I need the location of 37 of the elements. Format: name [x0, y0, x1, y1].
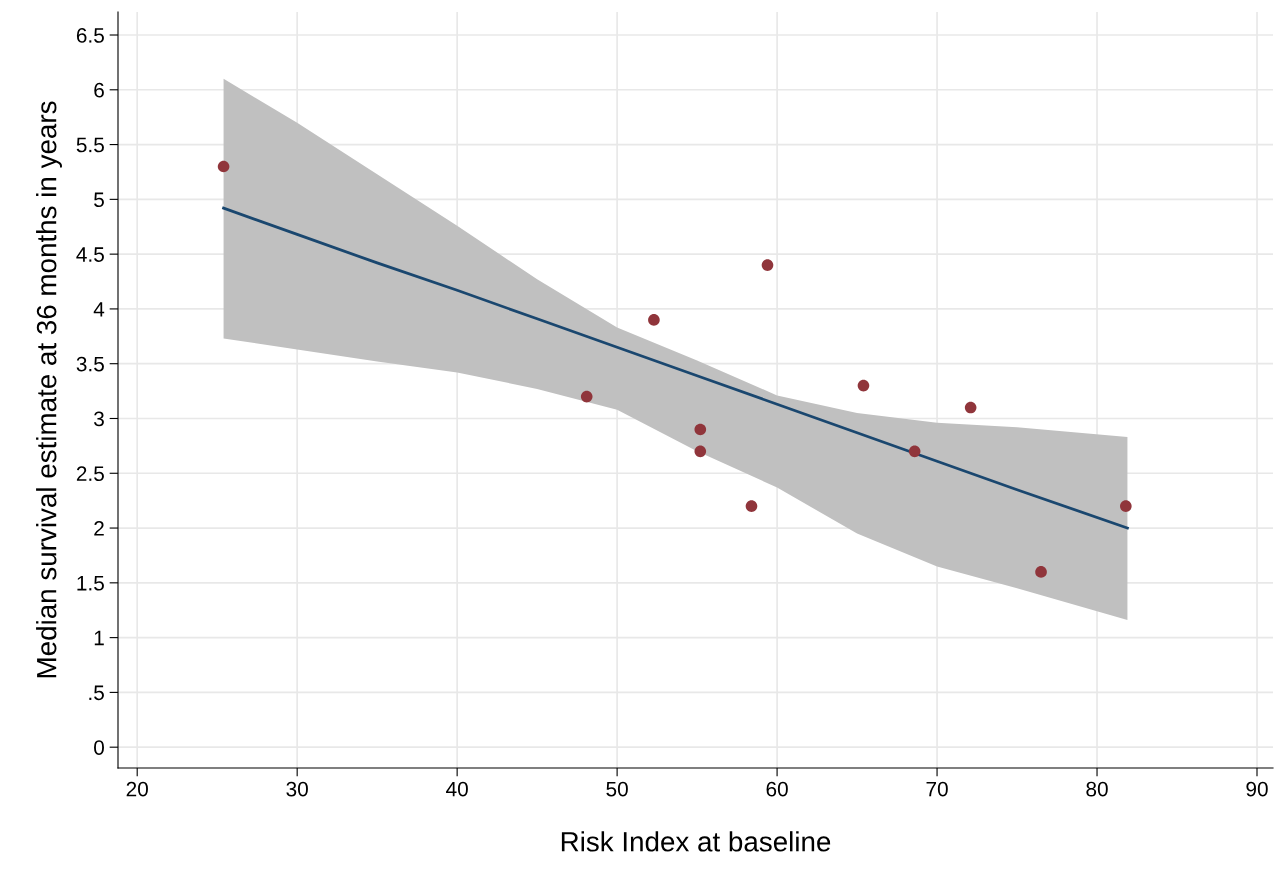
point: [964, 401, 977, 414]
x-tick-label: 70: [926, 781, 948, 797]
point: [1035, 566, 1047, 578]
y-tick-label: 2.5: [76, 466, 104, 482]
x-tick-label: 20: [126, 781, 148, 797]
y-tick-label: 1: [94, 630, 104, 646]
y-tick-label: 3: [94, 411, 104, 427]
y-tick-label: 3.5: [76, 356, 104, 372]
y-tick-label: 6: [94, 82, 104, 98]
y-tick-label: 5.5: [76, 137, 104, 153]
y-tick-label: 4.5: [76, 247, 104, 262]
x-tick-label: 80: [1086, 781, 1108, 797]
x-tick-label: 30: [286, 781, 308, 797]
x-tick-label: 60: [766, 781, 788, 797]
y-tick-label: 6.5: [76, 28, 104, 43]
y-tick-label: 0: [94, 740, 104, 755]
x-tick-label: 40: [446, 781, 468, 797]
point: [648, 314, 660, 326]
line-series: [222, 206, 1129, 530]
x-axis-title: Risk Index at baseline: [561, 831, 831, 852]
point: [761, 259, 774, 271]
x-tick-label: 90: [1246, 781, 1268, 797]
x-tick-label: 50: [606, 781, 628, 797]
point: [857, 379, 870, 392]
point: [217, 160, 230, 173]
point: [694, 445, 707, 458]
point: [745, 500, 758, 512]
point: [1120, 500, 1132, 512]
point: [694, 423, 707, 436]
point: [580, 390, 593, 403]
y-tick-label: 2: [94, 521, 104, 536]
point: [908, 445, 921, 458]
y-axis-title: Median survival estimate at 36 months in years: [36, 101, 62, 678]
y-tick-label: 5: [94, 192, 104, 208]
y-tick-label: 1.5: [77, 576, 104, 591]
y-tick-label: .5: [89, 685, 104, 701]
y-tick-label: 4: [93, 302, 105, 317]
